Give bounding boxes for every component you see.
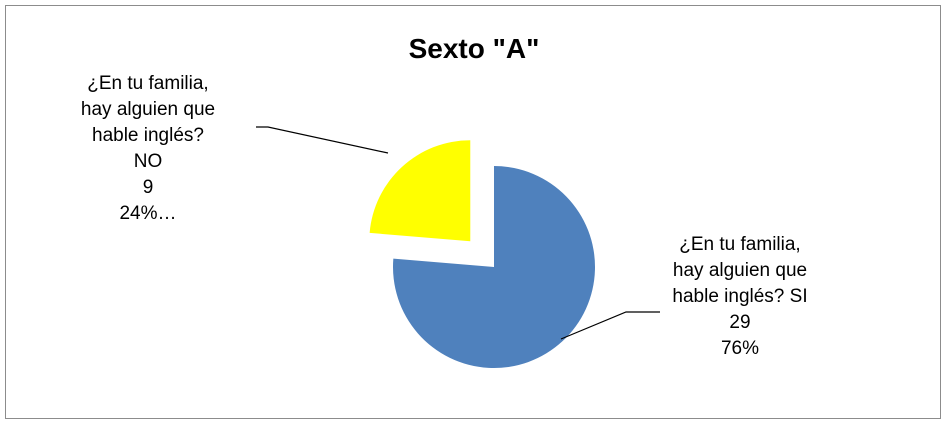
- slice-label-line: hay alguien que: [81, 99, 215, 120]
- slice-data-label: ¿En tu familia, hay alguien que hable ingl…: [81, 73, 215, 224]
- slice-label-line: 29: [729, 312, 750, 333]
- slice-label-line: hay alguien que: [673, 260, 807, 281]
- slice-data-label: ¿En tu familia, hay alguien que hable ingl…: [672, 234, 807, 359]
- slice-label-line: 9: [143, 177, 154, 198]
- slice-label-line: 76%: [721, 338, 759, 359]
- slice-label-line: hable inglés? SI: [672, 286, 807, 307]
- leader-line: [256, 126, 389, 154]
- slice-label-line: hable inglés?: [92, 125, 204, 146]
- slice-label-line: 24%…: [119, 203, 176, 224]
- chart-title: Sexto "A": [409, 33, 540, 64]
- slice-label-line: NO: [134, 151, 163, 172]
- slice-label-line: ¿En tu familia,: [679, 234, 800, 255]
- slice-label-line: ¿En tu familia,: [87, 73, 208, 94]
- pie-slice: [393, 166, 595, 368]
- leader-line: [560, 311, 660, 340]
- pie-slice: [369, 140, 471, 242]
